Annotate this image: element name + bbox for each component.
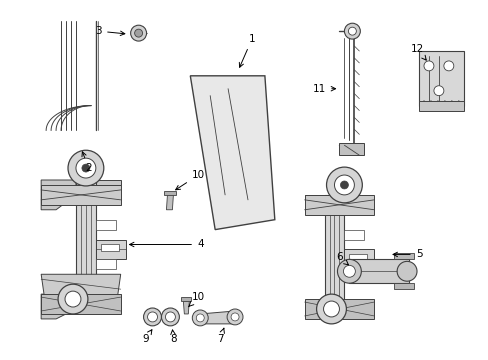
Bar xyxy=(101,244,119,251)
Polygon shape xyxy=(418,100,463,111)
Bar xyxy=(96,220,116,230)
Circle shape xyxy=(340,181,347,189)
Circle shape xyxy=(65,291,81,307)
Circle shape xyxy=(134,29,142,37)
Circle shape xyxy=(58,284,88,314)
Polygon shape xyxy=(304,195,324,210)
Polygon shape xyxy=(76,180,96,309)
Polygon shape xyxy=(41,185,121,205)
Polygon shape xyxy=(56,180,121,185)
Circle shape xyxy=(76,158,96,178)
Circle shape xyxy=(147,312,157,322)
Polygon shape xyxy=(339,143,364,155)
Polygon shape xyxy=(183,301,189,314)
Circle shape xyxy=(165,312,175,322)
Text: 3: 3 xyxy=(95,26,124,36)
Polygon shape xyxy=(304,195,373,215)
Polygon shape xyxy=(41,294,76,319)
Circle shape xyxy=(423,61,433,71)
Circle shape xyxy=(226,309,243,325)
Polygon shape xyxy=(96,239,125,260)
Text: 7: 7 xyxy=(216,328,224,344)
Polygon shape xyxy=(166,195,173,210)
Bar xyxy=(96,260,116,269)
Polygon shape xyxy=(418,51,463,105)
Circle shape xyxy=(192,310,208,326)
Text: 1: 1 xyxy=(239,34,255,67)
Circle shape xyxy=(161,308,179,326)
Polygon shape xyxy=(324,195,344,314)
Polygon shape xyxy=(41,180,76,210)
Circle shape xyxy=(196,314,204,322)
Circle shape xyxy=(326,167,362,203)
Polygon shape xyxy=(344,249,373,269)
Text: 2: 2 xyxy=(82,152,92,173)
Circle shape xyxy=(231,313,239,321)
Text: 5: 5 xyxy=(392,249,422,260)
Polygon shape xyxy=(190,76,274,230)
Text: 4: 4 xyxy=(129,239,203,249)
Text: 10: 10 xyxy=(175,170,204,190)
Bar xyxy=(344,230,364,239)
Circle shape xyxy=(68,150,103,186)
Polygon shape xyxy=(181,297,191,301)
Text: 10: 10 xyxy=(188,292,204,307)
Polygon shape xyxy=(349,260,408,283)
Polygon shape xyxy=(393,283,413,289)
Circle shape xyxy=(143,308,161,326)
Polygon shape xyxy=(200,311,235,324)
Polygon shape xyxy=(393,253,413,260)
Polygon shape xyxy=(304,299,373,319)
Circle shape xyxy=(433,86,443,96)
Circle shape xyxy=(344,23,360,39)
Text: 11: 11 xyxy=(312,84,335,94)
Circle shape xyxy=(396,261,416,281)
Circle shape xyxy=(337,260,361,283)
Circle shape xyxy=(323,301,339,317)
Text: 8: 8 xyxy=(170,330,176,344)
Circle shape xyxy=(334,175,354,195)
Bar xyxy=(349,255,366,261)
Polygon shape xyxy=(164,191,176,195)
Circle shape xyxy=(343,265,355,277)
Bar xyxy=(344,269,364,279)
Text: 12: 12 xyxy=(409,44,426,60)
Circle shape xyxy=(347,27,356,35)
Circle shape xyxy=(316,294,346,324)
Circle shape xyxy=(82,164,90,172)
Circle shape xyxy=(443,61,453,71)
Circle shape xyxy=(130,25,146,41)
Polygon shape xyxy=(41,294,121,314)
Text: 9: 9 xyxy=(142,330,152,344)
Text: 6: 6 xyxy=(335,252,348,265)
Polygon shape xyxy=(41,274,121,309)
